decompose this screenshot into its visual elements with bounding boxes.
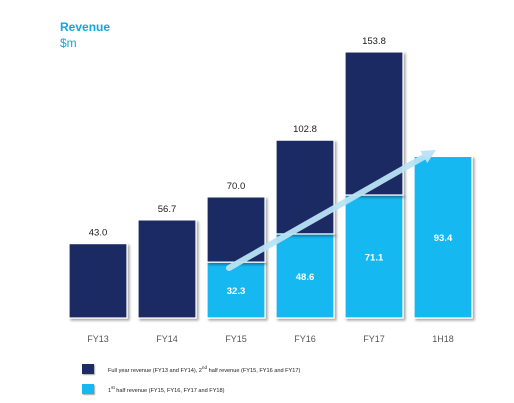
- legend-label-light: 1st half revenue (FY15, FY16, FY17 and F…: [108, 384, 225, 394]
- x-tick-FY14: FY14: [156, 334, 178, 344]
- x-tick-FY15: FY15: [225, 334, 247, 344]
- legend-label-dark: Full year revenue (FY13 and FY14), 2nd h…: [108, 364, 301, 374]
- legend: Full year revenue (FY13 and FY14), 2nd h…: [82, 362, 300, 402]
- bar-dark-FY14: [137, 219, 197, 319]
- legend-swatch-dark: [82, 364, 94, 374]
- inner-label-1H18: 93.4: [434, 233, 453, 244]
- total-label-FY13: 43.0: [89, 228, 108, 239]
- total-label-FY14: 56.7: [158, 204, 177, 215]
- inner-label-FY16: 48.6: [296, 272, 315, 283]
- bar-dark-FY13: [68, 243, 128, 319]
- bar-light-1H18: [413, 155, 473, 319]
- inner-label-FY15: 32.3: [227, 286, 246, 297]
- legend-item-dark: Full year revenue (FY13 and FY14), 2nd h…: [82, 362, 300, 376]
- bar-light-FY15: [206, 261, 266, 319]
- total-label-FY15: 70.0: [227, 181, 246, 192]
- legend-item-light: 1st half revenue (FY15, FY16, FY17 and F…: [82, 382, 300, 396]
- trend-arrow-shaft: [226, 153, 427, 271]
- x-tick-FY16: FY16: [294, 334, 316, 344]
- x-tick-FY17: FY17: [363, 334, 385, 344]
- total-label-FY16: 102.8: [293, 124, 317, 135]
- bar-dark-FY16: [275, 139, 335, 235]
- bar-light-FY16: [275, 233, 335, 319]
- legend-swatch-light: [82, 384, 94, 394]
- chart-title: Revenue: [60, 20, 111, 34]
- x-tick-FY13: FY13: [87, 334, 109, 344]
- trend-arrow-head: [420, 150, 436, 164]
- x-tick-1H18: 1H18: [432, 334, 454, 344]
- inner-label-FY17: 71.1: [365, 252, 384, 263]
- chart-subtitle: $m: [60, 36, 77, 50]
- total-label-FY17: 153.8: [362, 36, 386, 47]
